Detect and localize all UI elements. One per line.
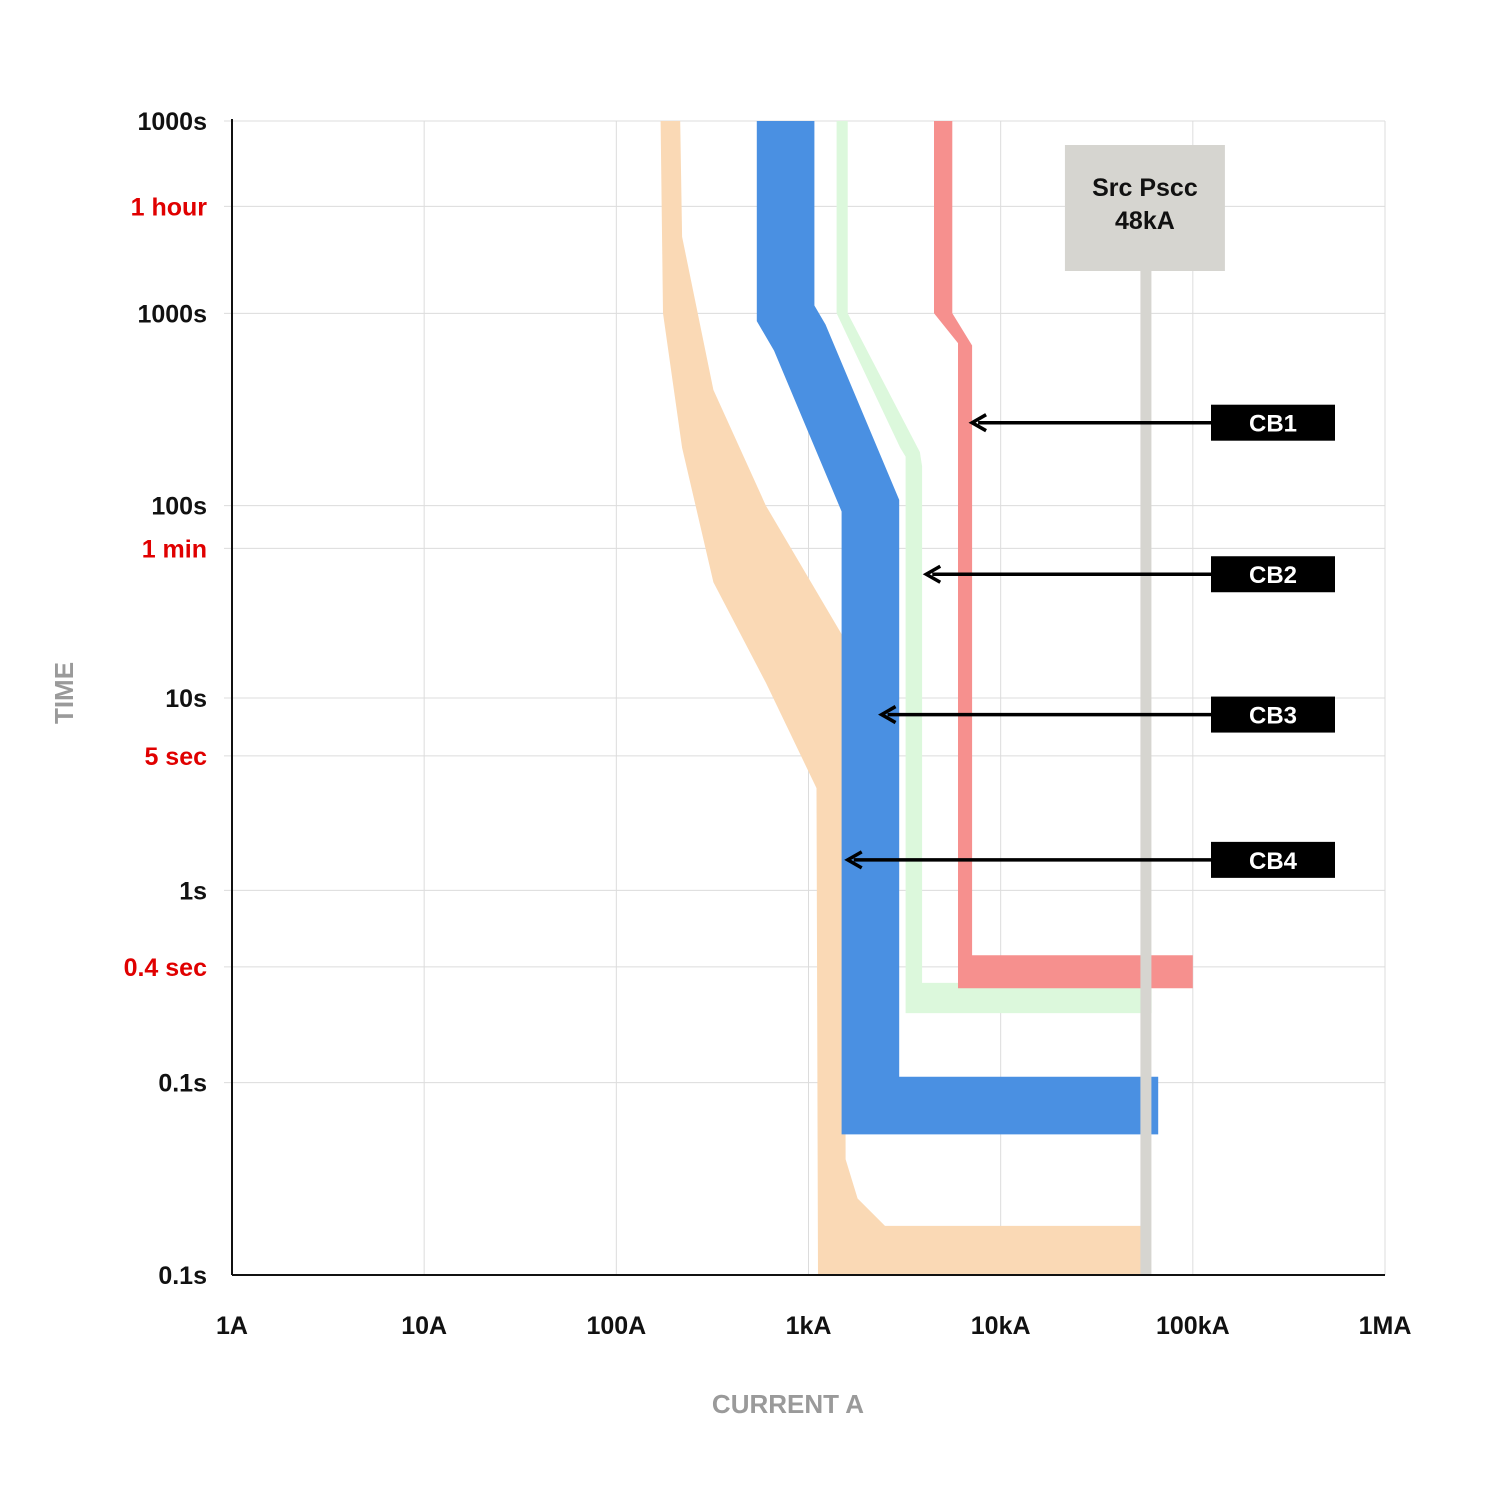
- cb2-curve-band: [836, 121, 1152, 1014]
- cb4-callout-label: CB4: [1249, 848, 1298, 875]
- x-tick-label: 1A: [216, 1312, 248, 1340]
- cb3-callout-label: CB3: [1249, 703, 1297, 730]
- y-tick-label: 1000s: [137, 300, 207, 328]
- cb2-arrow-head: [922, 564, 942, 584]
- source-pscc-value: 48kA: [1115, 207, 1175, 235]
- y-tick-label: 1 hour: [131, 193, 208, 221]
- cb3-curve: [756, 121, 1159, 1135]
- source-pscc-label: Src Pscc: [1092, 174, 1198, 202]
- cb4-callout-box: [1211, 841, 1335, 878]
- cb1-callout-box: [1211, 404, 1335, 441]
- x-tick-label: 1MA: [1359, 1312, 1412, 1340]
- callout-layer: CB1 CB2 CB3 CB4: [844, 404, 1335, 878]
- cb2-callout-box: [1211, 556, 1335, 593]
- y-tick-label: 1 min: [142, 535, 207, 563]
- x-axis-title: CURRENT A: [712, 1389, 864, 1419]
- source-pscc-box: [1064, 145, 1225, 271]
- cb4-arrow-head: [844, 850, 863, 870]
- x-tick-label: 10kA: [971, 1312, 1031, 1340]
- y-tick-label: 0.1s: [158, 1070, 207, 1098]
- y-axis-title: TIME: [49, 662, 79, 724]
- source-layer: Src Pscc 48kA: [1064, 145, 1225, 1275]
- y-tick-label: 1s: [179, 877, 207, 905]
- y-tick-label: 100s: [151, 493, 207, 521]
- y-tick-label: 1000s: [137, 108, 207, 136]
- cb1-callout-label: CB1: [1249, 411, 1297, 438]
- x-tick-label: 1kA: [786, 1312, 832, 1340]
- y-tick-label: 0.4 sec: [124, 954, 208, 982]
- axes: [231, 119, 1385, 1276]
- x-tick-label: 10A: [401, 1312, 447, 1340]
- cb3-callout-box: [1211, 696, 1335, 733]
- y-tick-label: 0.1s: [158, 1262, 207, 1290]
- y-tick-label: 10s: [165, 685, 207, 713]
- cb3-arrow-head: [878, 705, 897, 725]
- cb1-arrow-head: [968, 413, 987, 433]
- x-tick-label: 100kA: [1156, 1312, 1230, 1340]
- cb1-curve-band: [934, 121, 1193, 989]
- series-layer: [660, 121, 1193, 1275]
- cb2-callout-label: CB2: [1249, 562, 1297, 589]
- x-tick-label: 100A: [586, 1312, 646, 1340]
- tick-labels: 1A 10A 100A 1kA 10kA 100kA 1MA 1000s 1 hour 1000s…: [124, 108, 1412, 1340]
- y-tick-label: 5 sec: [144, 743, 207, 771]
